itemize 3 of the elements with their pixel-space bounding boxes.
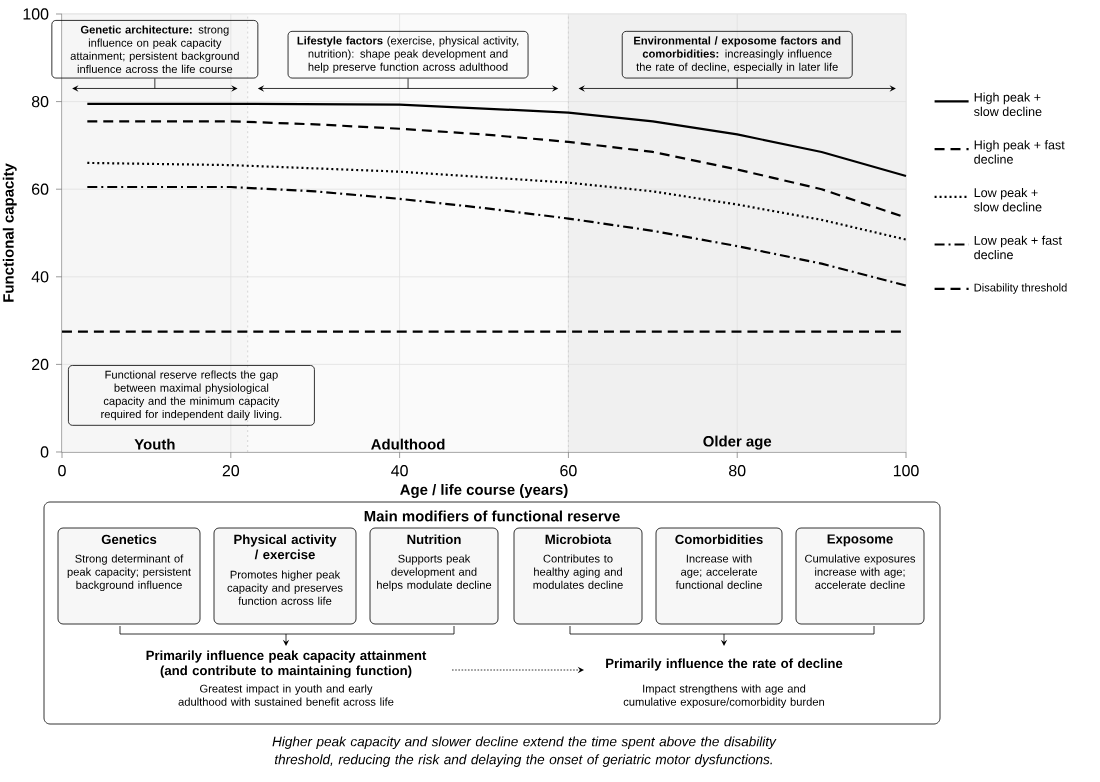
line-series bbox=[86, 185, 908, 287]
line-series bbox=[86, 102, 908, 178]
line-series bbox=[86, 161, 908, 241]
